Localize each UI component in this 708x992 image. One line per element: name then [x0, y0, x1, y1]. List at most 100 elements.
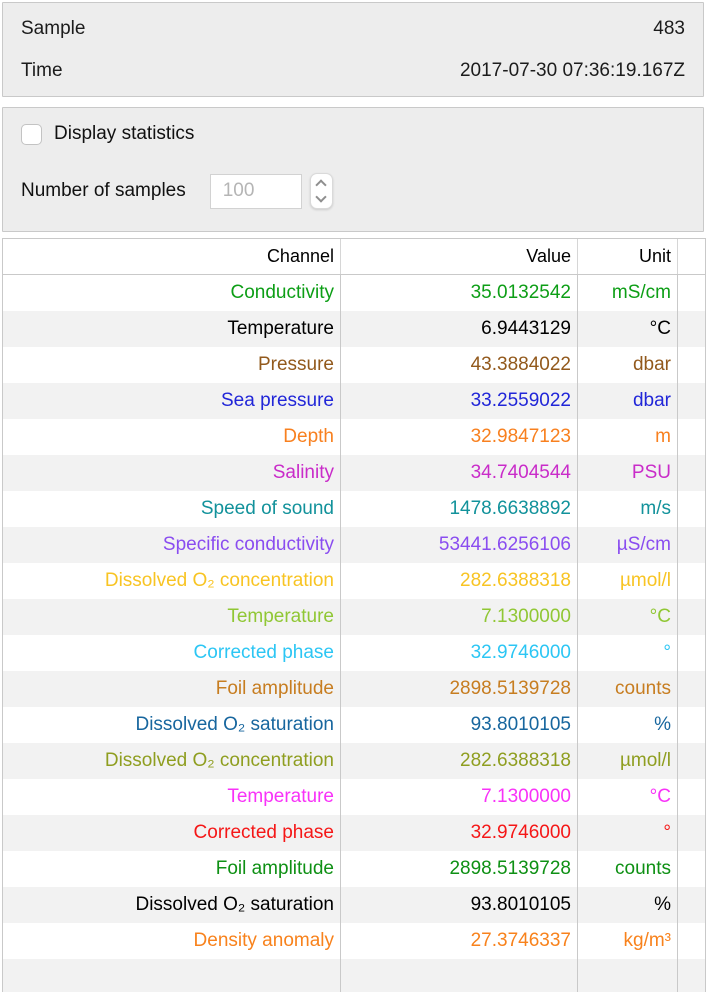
- table-row: Pressure 43.3884022 dbar: [3, 347, 705, 383]
- channel-table: Channel Value Unit Conductivity 35.01325…: [2, 238, 706, 992]
- unit-cell: °C: [578, 779, 678, 815]
- table-row: Speed of sound 1478.6638892 m/s: [3, 491, 705, 527]
- column-header-filler: [678, 239, 705, 274]
- channel-cell: Corrected phase: [3, 815, 341, 851]
- column-header-channel[interactable]: Channel: [3, 239, 341, 274]
- channel-cell: Temperature: [3, 599, 341, 635]
- filler-cell: [678, 815, 705, 851]
- number-of-samples-stepper[interactable]: [309, 173, 333, 209]
- unit-cell: counts: [578, 671, 678, 707]
- table-row: Corrected phase 32.9746000 °: [3, 635, 705, 671]
- unit-cell: [578, 959, 678, 992]
- table-row: Dissolved O₂ saturation 93.8010105 %: [3, 887, 705, 923]
- unit-cell: m: [578, 419, 678, 455]
- filler-cell: [678, 887, 705, 923]
- value-cell: 93.8010105: [341, 887, 578, 923]
- channel-cell: Dissolved O₂ saturation: [3, 707, 341, 743]
- time-value: 2017-07-30 07:36:19.167Z: [459, 60, 685, 81]
- filler-cell: [678, 671, 705, 707]
- stepper-up-button[interactable]: [311, 174, 332, 191]
- table-row: Dissolved O₂ concentration 282.6388318 µ…: [3, 743, 705, 779]
- value-cell: 282.6388318: [341, 743, 578, 779]
- table-row: Dissolved O₂ saturation 93.8010105 %: [3, 707, 705, 743]
- number-of-samples-input[interactable]: [209, 173, 302, 209]
- table-row: Temperature 6.9443129 °C: [3, 311, 705, 347]
- filler-cell: [678, 419, 705, 455]
- unit-cell: kg/m³: [578, 923, 678, 959]
- filler-cell: [678, 959, 705, 992]
- unit-cell: µS/cm: [578, 527, 678, 563]
- sample-row: Sample 483: [21, 8, 685, 50]
- filler-cell: [678, 527, 705, 563]
- number-of-samples-row: Number of samples: [21, 173, 685, 209]
- value-cell: 7.1300000: [341, 779, 578, 815]
- channel-cell: Density anomaly: [3, 923, 341, 959]
- filler-cell: [678, 779, 705, 815]
- filler-cell: [678, 923, 705, 959]
- column-header-unit[interactable]: Unit: [578, 239, 678, 274]
- unit-cell: °C: [578, 599, 678, 635]
- unit-cell: %: [578, 707, 678, 743]
- statistics-panel: Display statistics Number of samples: [2, 107, 704, 232]
- filler-cell: [678, 491, 705, 527]
- table-header: Channel Value Unit: [3, 239, 705, 275]
- channel-cell: Pressure: [3, 347, 341, 383]
- sample-label: Sample: [21, 18, 86, 39]
- table-row: Dissolved O₂ concentration 282.6388318 µ…: [3, 563, 705, 599]
- table-row: Conductivity 35.0132542 mS/cm: [3, 275, 705, 311]
- unit-cell: mS/cm: [578, 275, 678, 311]
- sample-value: 483: [653, 18, 685, 39]
- table-row: Sea pressure 33.2559022 dbar: [3, 383, 705, 419]
- value-cell: 34.7404544: [341, 455, 578, 491]
- time-label: Time: [21, 60, 63, 81]
- display-statistics-checkbox[interactable]: [21, 123, 42, 145]
- unit-cell: dbar: [578, 383, 678, 419]
- filler-cell: [678, 275, 705, 311]
- channel-cell: Salinity: [3, 455, 341, 491]
- filler-cell: [678, 383, 705, 419]
- time-row: Time 2017-07-30 07:36:19.167Z: [21, 50, 685, 92]
- table-row: Foil amplitude 2898.5139728 counts: [3, 671, 705, 707]
- value-cell: [341, 959, 578, 992]
- value-cell: 32.9746000: [341, 635, 578, 671]
- channel-cell: [3, 959, 341, 992]
- channel-cell: Sea pressure: [3, 383, 341, 419]
- table-body: Conductivity 35.0132542 mS/cm Temperatur…: [3, 275, 705, 992]
- value-cell: 1478.6638892: [341, 491, 578, 527]
- filler-cell: [678, 743, 705, 779]
- channel-cell: Dissolved O₂ saturation: [3, 887, 341, 923]
- number-of-samples-label: Number of samples: [21, 180, 186, 201]
- column-header-value[interactable]: Value: [341, 239, 578, 274]
- unit-cell: µmol/l: [578, 743, 678, 779]
- channel-cell: Temperature: [3, 779, 341, 815]
- value-cell: 282.6388318: [341, 563, 578, 599]
- stepper-down-button[interactable]: [311, 191, 332, 208]
- value-cell: 27.3746337: [341, 923, 578, 959]
- value-cell: 32.9746000: [341, 815, 578, 851]
- display-statistics-row: Display statistics: [21, 121, 685, 147]
- table-row: Temperature 7.1300000 °C: [3, 599, 705, 635]
- chevron-down-icon: [315, 191, 327, 203]
- unit-cell: PSU: [578, 455, 678, 491]
- channel-cell: Speed of sound: [3, 491, 341, 527]
- value-cell: 7.1300000: [341, 599, 578, 635]
- filler-cell: [678, 455, 705, 491]
- channel-cell: Foil amplitude: [3, 851, 341, 887]
- unit-cell: m/s: [578, 491, 678, 527]
- table-row: Temperature 7.1300000 °C: [3, 779, 705, 815]
- table-row-empty: [3, 959, 705, 992]
- filler-cell: [678, 347, 705, 383]
- table-row: Density anomaly 27.3746337 kg/m³: [3, 923, 705, 959]
- channel-cell: Foil amplitude: [3, 671, 341, 707]
- filler-cell: [678, 563, 705, 599]
- channel-cell: Dissolved O₂ concentration: [3, 563, 341, 599]
- unit-cell: dbar: [578, 347, 678, 383]
- unit-cell: counts: [578, 851, 678, 887]
- channel-cell: Specific conductivity: [3, 527, 341, 563]
- filler-cell: [678, 599, 705, 635]
- channel-cell: Conductivity: [3, 275, 341, 311]
- unit-cell: µmol/l: [578, 563, 678, 599]
- filler-cell: [678, 635, 705, 671]
- filler-cell: [678, 311, 705, 347]
- channel-cell: Corrected phase: [3, 635, 341, 671]
